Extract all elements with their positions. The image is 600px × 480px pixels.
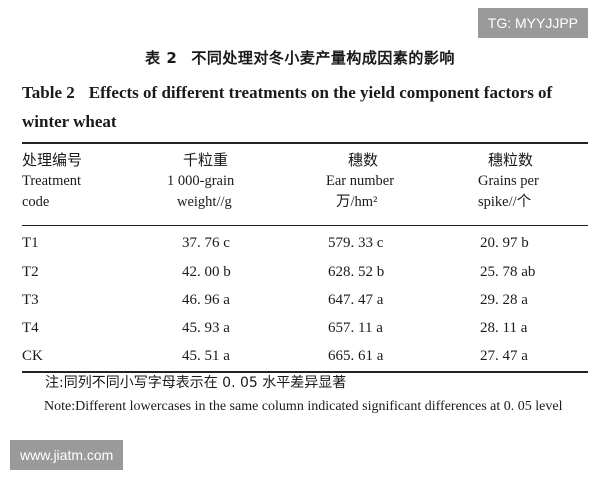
- cell-treatment: T4: [22, 320, 39, 336]
- watermark-bottom: www.jiatm.com: [10, 440, 124, 470]
- cell-treatment: T3: [22, 292, 39, 308]
- header-en-line1: Treatment: [22, 173, 82, 189]
- cell-grain-weight: 42. 00 b: [182, 264, 231, 280]
- header-en-line2: 万/hm²: [336, 194, 378, 210]
- header-cn: 处理编号: [22, 151, 83, 169]
- table-note-chinese: 注:同列不同小写字母表示在 0. 05 水平差异显著: [45, 375, 347, 391]
- header-grain-weight: 千粒重 1 000-grain weight//g: [167, 150, 234, 213]
- cell-ear-number: 628. 52 b: [328, 264, 385, 280]
- cell-grains-per-spike: 25. 78 ab: [480, 264, 536, 280]
- caption-cn-label: 表 2: [145, 49, 178, 67]
- cell-treatment: T1: [22, 235, 39, 251]
- table-caption-english: Table 2 Effects of different treatments o…: [22, 78, 588, 136]
- table-top-rule: [22, 142, 588, 144]
- table-note-english: Note:Different lowercases in the same co…: [44, 399, 563, 414]
- cell-grains-per-spike: 29. 28 a: [480, 292, 528, 308]
- header-ear-number: 穗数 Ear number 万/hm²: [326, 150, 394, 213]
- caption-en-label: Table 2: [22, 83, 75, 102]
- header-en-line2: weight//g: [177, 194, 232, 210]
- table-header-rule: [22, 225, 588, 226]
- header-cn: 穗数: [348, 151, 379, 169]
- cell-ear-number: 647. 47 a: [328, 292, 384, 308]
- table-row: T2 42. 00 b 628. 52 b 25. 78 ab: [0, 261, 600, 283]
- table-bottom-rule: [22, 371, 588, 373]
- watermark-top: TG: MYYJJPP: [477, 8, 588, 38]
- table-row: T1 37. 76 c 579. 33 c 20. 97 b: [0, 232, 600, 254]
- header-grains-per-spike: 穗粒数 Grains per spike//个: [478, 150, 539, 213]
- header-en-line1: Grains per: [478, 173, 539, 189]
- caption-cn-title: 不同处理对冬小麦产量构成因素的影响: [191, 49, 455, 67]
- header-en-line1: Ear number: [326, 173, 395, 189]
- cell-grain-weight: 46. 96 a: [182, 292, 230, 308]
- cell-ear-number: 579. 33 c: [328, 235, 384, 251]
- caption-en-title: Effects of different treatments on the y…: [22, 83, 553, 131]
- cell-ear-number: 665. 61 a: [328, 348, 384, 364]
- header-en-line2: spike//个: [478, 194, 532, 210]
- header-cn: 穗粒数: [488, 151, 534, 169]
- cell-ear-number: 657. 11 a: [328, 320, 383, 336]
- table-row: T4 45. 93 a 657. 11 a 28. 11 a: [0, 317, 600, 339]
- cell-grains-per-spike: 27. 47 a: [480, 348, 528, 364]
- table-caption-chinese: 表 2 不同处理对冬小麦产量构成因素的影响: [0, 47, 600, 68]
- table-row: CK 45. 51 a 665. 61 a 27. 47 a: [0, 345, 600, 367]
- cell-grain-weight: 37. 76 c: [182, 235, 230, 251]
- cell-grains-per-spike: 28. 11 a: [480, 320, 528, 336]
- cell-treatment: T2: [22, 264, 39, 280]
- header-cn: 千粒重: [183, 151, 229, 169]
- cell-grains-per-spike: 20. 97 b: [480, 235, 529, 251]
- cell-grain-weight: 45. 93 a: [182, 320, 230, 336]
- header-en-line2: code: [22, 194, 50, 210]
- table-row: T3 46. 96 a 647. 47 a 29. 28 a: [0, 289, 600, 311]
- cell-grain-weight: 45. 51 a: [182, 348, 230, 364]
- header-en-line1: 1 000-grain: [167, 173, 235, 189]
- cell-treatment: CK: [22, 348, 43, 364]
- header-treatment-code: 处理编号 Treatment code: [22, 150, 82, 213]
